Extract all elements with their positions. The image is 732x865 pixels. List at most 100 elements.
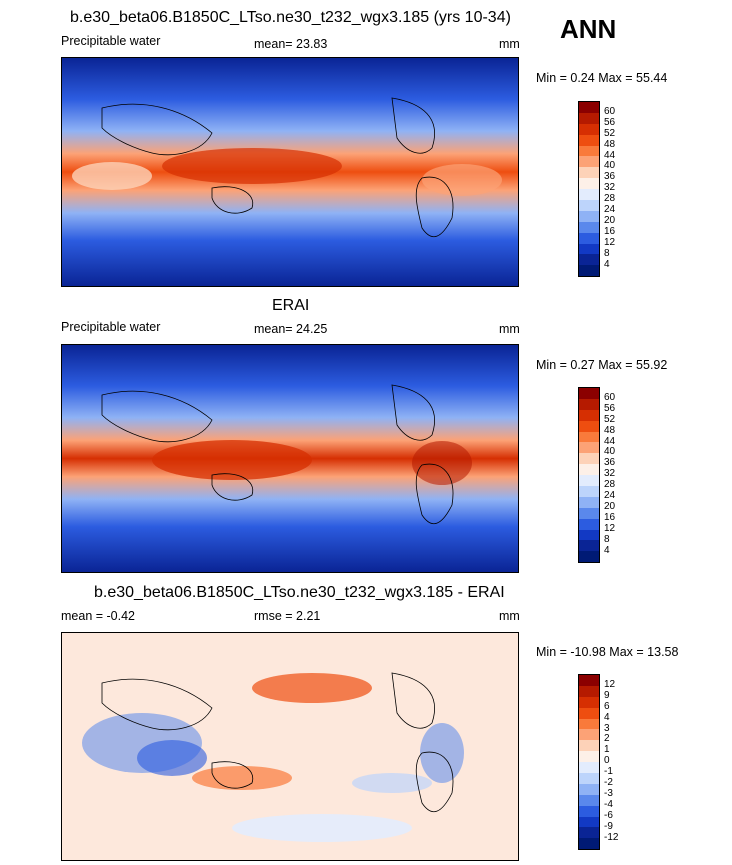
colorbar-segment [579, 805, 599, 817]
colorbar-segment [579, 123, 599, 135]
colorbar-tick-label: 40 [604, 160, 616, 172]
colorbar-tick-label: -12 [604, 831, 619, 843]
panel-2-field-label: Precipitable water [61, 320, 161, 334]
season-label: ANN [560, 14, 617, 44]
colorbar-tick-label: -9 [604, 820, 613, 832]
colorbar-segment [579, 773, 599, 784]
colorbar-tick-label: -4 [604, 798, 613, 810]
panel-1-minmax: Min = 0.24 Max = 55.44 [536, 71, 668, 85]
panel-3-map [61, 632, 519, 861]
colorbar-segment [579, 453, 599, 465]
colorbar-tick-label: 28 [604, 193, 616, 205]
colorbar-segment [579, 729, 599, 741]
colorbar-tick-label: 8 [604, 247, 610, 259]
colorbar-tick-label: -1 [604, 766, 613, 778]
colorbar-tick-label: 44 [604, 435, 616, 447]
colorbar-segment [579, 529, 599, 541]
colorbar-tick-label: 12 [604, 522, 616, 534]
colorbar-tick-label: 36 [604, 457, 616, 469]
colorbar-tick-label: 4 [604, 258, 610, 270]
colorbar-segment [579, 685, 599, 697]
colorbar-tick-label: 4 [604, 711, 610, 723]
colorbar-tick-label: 0 [604, 755, 610, 767]
colorbar-segment [579, 794, 599, 806]
panel-2-mean: mean= 24.25 [254, 322, 328, 336]
panel-1-title: b.e30_beta06.B1850C_LTso.ne30_t232_wgx3.… [70, 9, 511, 26]
colorbar-tick-label: -3 [604, 787, 613, 799]
colorbar-segment [579, 167, 599, 179]
colorbar-segment [579, 675, 599, 686]
colorbar-segment [579, 551, 599, 563]
colorbar-segment [579, 816, 599, 828]
colorbar-segment [579, 827, 599, 839]
panel-1-field-label: Precipitable water [61, 34, 161, 48]
colorbar-tick-label: 44 [604, 149, 616, 161]
colorbar-tick-label: -6 [604, 809, 613, 821]
colorbar-segment [579, 189, 599, 201]
colorbar-tick-label: 20 [604, 500, 616, 512]
panel-1-mean: mean= 23.83 [254, 37, 328, 51]
panel-2-map [61, 344, 519, 573]
panel-3-minmax: Min = -10.98 Max = 13.58 [536, 645, 679, 659]
colorbar-segment [579, 156, 599, 168]
colorbar-segment [579, 243, 599, 255]
panel-2-colorbar [578, 387, 600, 564]
colorbar-segment [579, 762, 599, 774]
colorbar-tick-label: 2 [604, 733, 610, 745]
colorbar-segment [579, 718, 599, 730]
colorbar-tick-label: 48 [604, 138, 616, 150]
colorbar-segment [579, 838, 599, 850]
colorbar-tick-label: 56 [604, 402, 616, 414]
colorbar-tick-label: 52 [604, 413, 616, 425]
colorbar-segment [579, 751, 599, 763]
colorbar-segment [579, 134, 599, 146]
colorbar-segment [579, 740, 599, 752]
colorbar-segment [579, 409, 599, 421]
panel-2-minmax: Min = 0.27 Max = 55.92 [536, 358, 668, 372]
colorbar-tick-label: 56 [604, 116, 616, 128]
colorbar-tick-label: 3 [604, 722, 610, 734]
colorbar-segment [579, 707, 599, 719]
colorbar-segment [579, 540, 599, 552]
panel-3-units: mm [499, 609, 520, 623]
panel-1-units: mm [499, 37, 520, 51]
colorbar-segment [579, 232, 599, 244]
colorbar-tick-label: 40 [604, 446, 616, 458]
colorbar-segment [579, 696, 599, 708]
colorbar-tick-label: 60 [604, 105, 616, 117]
colorbar-tick-label: 6 [604, 700, 610, 712]
colorbar-segment [579, 420, 599, 432]
panel-3-mean: mean = -0.42 [61, 609, 136, 623]
colorbar-tick-label: 28 [604, 479, 616, 491]
colorbar-tick-label: 32 [604, 182, 616, 194]
colorbar-segment [579, 210, 599, 222]
colorbar-tick-label: 20 [604, 214, 616, 226]
colorbar-segment [579, 507, 599, 519]
colorbar-tick-label: 52 [604, 127, 616, 139]
colorbar-segment [579, 431, 599, 443]
colorbar-tick-label: 1 [604, 744, 610, 756]
colorbar-tick-label: 48 [604, 424, 616, 436]
panel-2-units: mm [499, 322, 520, 336]
colorbar-segment [579, 398, 599, 410]
colorbar-segment [579, 486, 599, 497]
panel-1-colorbar [578, 101, 600, 278]
colorbar-tick-label: 9 [604, 689, 610, 701]
colorbar-segment [579, 783, 599, 795]
colorbar-segment [579, 496, 599, 508]
colorbar-tick-label: 4 [604, 544, 610, 556]
colorbar-tick-label: 16 [604, 511, 616, 523]
colorbar-segment [579, 388, 599, 399]
colorbar-tick-label: 32 [604, 468, 616, 480]
colorbar-segment [579, 178, 599, 190]
colorbar-segment [579, 112, 599, 124]
colorbar-segment [579, 518, 599, 530]
colorbar-tick-label: 12 [604, 678, 616, 690]
colorbar-tick-label: 16 [604, 225, 616, 237]
colorbar-tick-label: 36 [604, 171, 616, 183]
panel-2-title: ERAI [272, 297, 310, 314]
colorbar-tick-label: -2 [604, 777, 613, 788]
colorbar-tick-label: 24 [604, 490, 616, 501]
panel-3-title: b.e30_beta06.B1850C_LTso.ne30_t232_wgx3.… [94, 584, 505, 601]
colorbar-segment [579, 475, 599, 487]
